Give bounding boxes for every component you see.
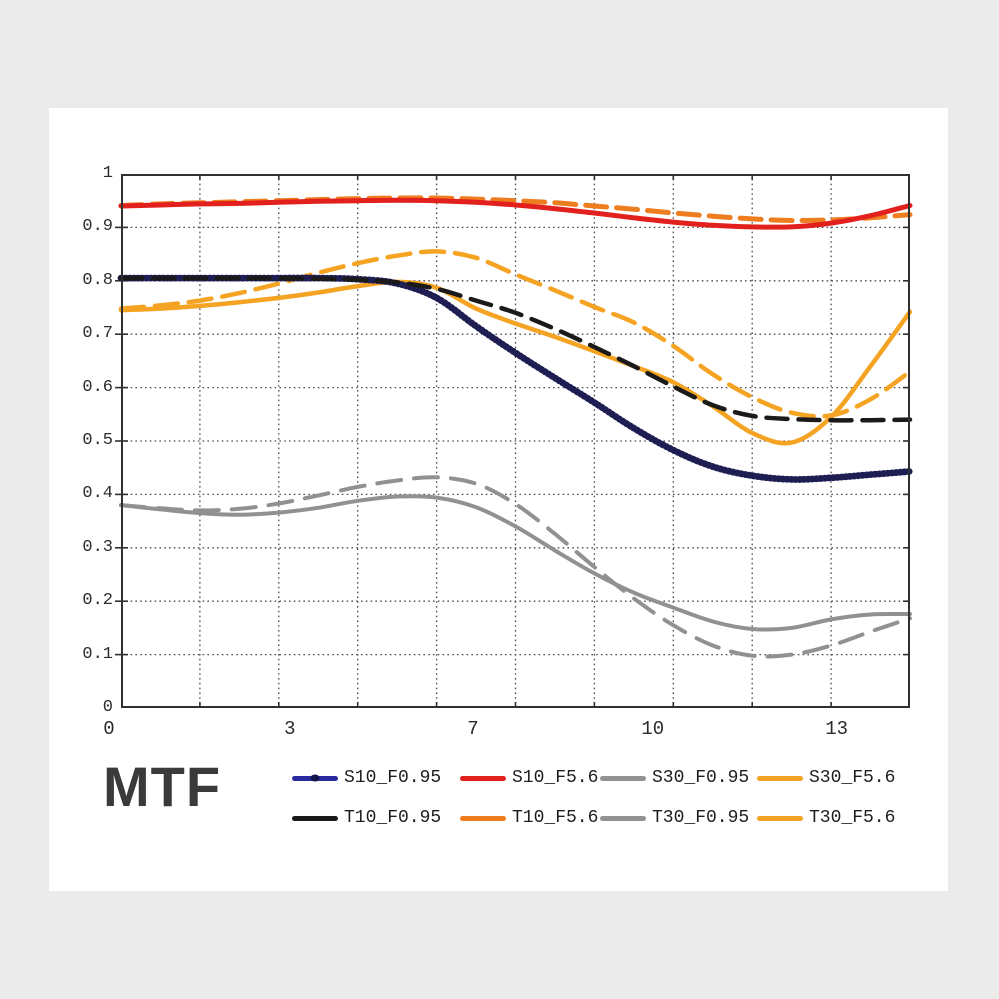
chart-title: MTF [103, 755, 222, 818]
legend-item-T10_F0.95: T10_F0.95 [292, 806, 441, 830]
y-tick-label: 0.5 [82, 431, 113, 450]
legend-label: S30_F0.95 [652, 768, 750, 788]
curve-S10_F5.6 [118, 197, 913, 230]
legend-label: S10_F0.95 [344, 768, 442, 788]
legend-line-icon [757, 815, 803, 821]
legend-line-icon [460, 775, 506, 781]
chart-card: 1 0.9 0.8 0.7 0.6 0.5 0.4 0.3 0.2 0.1 0 0 3 7 10 13 MT… [49, 108, 948, 891]
x-tick-label: 13 [825, 718, 849, 740]
y-tick-label: 0.1 [82, 644, 113, 664]
legend-item-S30_F0.95: S30_F0.95 [600, 766, 749, 790]
legend-item-T30_F0.95: T30_F0.95 [600, 806, 749, 830]
mtf-plot-svg [115, 174, 914, 708]
curve-T10_F0.95 [118, 275, 913, 423]
legend-label: S30_F5.6 [809, 768, 896, 788]
legend-item-T10_F5.6: T10_F5.6 [460, 806, 598, 830]
curve-S30_F0.95 [119, 494, 912, 632]
legend-marker-dot-icon [310, 774, 320, 782]
y-tick-label: 0.7 [82, 324, 113, 344]
legend-line-icon [460, 815, 506, 821]
x-tick-label: 10 [641, 718, 665, 740]
curve-texture-S10_F0.95 [117, 274, 914, 483]
y-tick-label: 0.9 [82, 217, 113, 237]
legend-label: T30_F5.6 [809, 808, 896, 828]
legend-label: T10_F5.6 [512, 808, 599, 828]
x-tick-label: 3 [284, 718, 296, 740]
legend-line-icon [600, 815, 646, 821]
legend-item-T30_F5.6: T30_F5.6 [757, 806, 895, 830]
x-tick-label: 0 [103, 718, 115, 740]
legend-item-S30_F5.6: S30_F5.6 [757, 766, 895, 790]
plot-frame [121, 174, 910, 708]
legend-item-S10_F5.6: S10_F5.6 [460, 766, 598, 790]
curve-S10_F0.95 [118, 275, 913, 482]
curve-T30_F5.6 [118, 249, 913, 419]
y-tick-label: 0.8 [82, 270, 113, 290]
x-tick-label: 7 [467, 718, 479, 740]
plot-area [115, 174, 914, 708]
y-tick-label: 0.6 [82, 377, 113, 397]
legend-line-icon [292, 774, 338, 782]
y-tick-label: 0 [102, 698, 113, 717]
legend-item-S10_F0.95: S10_F0.95 [292, 766, 441, 790]
legend-label: S10_F5.6 [512, 768, 599, 788]
y-tick-label: 0.3 [82, 537, 113, 557]
legend-line-icon [757, 775, 803, 781]
y-tick-label: 0.4 [82, 484, 113, 504]
y-tick-label: 1 [102, 164, 113, 183]
y-tick-label: 0.2 [82, 591, 113, 611]
legend-line-icon [600, 775, 646, 781]
legend-label: T30_F0.95 [652, 808, 750, 828]
legend-line-icon [292, 815, 338, 821]
curve-T30_F0.95 [119, 475, 912, 659]
legend-label: T10_F0.95 [344, 808, 442, 828]
curve-S30_F5.6 [118, 279, 913, 446]
